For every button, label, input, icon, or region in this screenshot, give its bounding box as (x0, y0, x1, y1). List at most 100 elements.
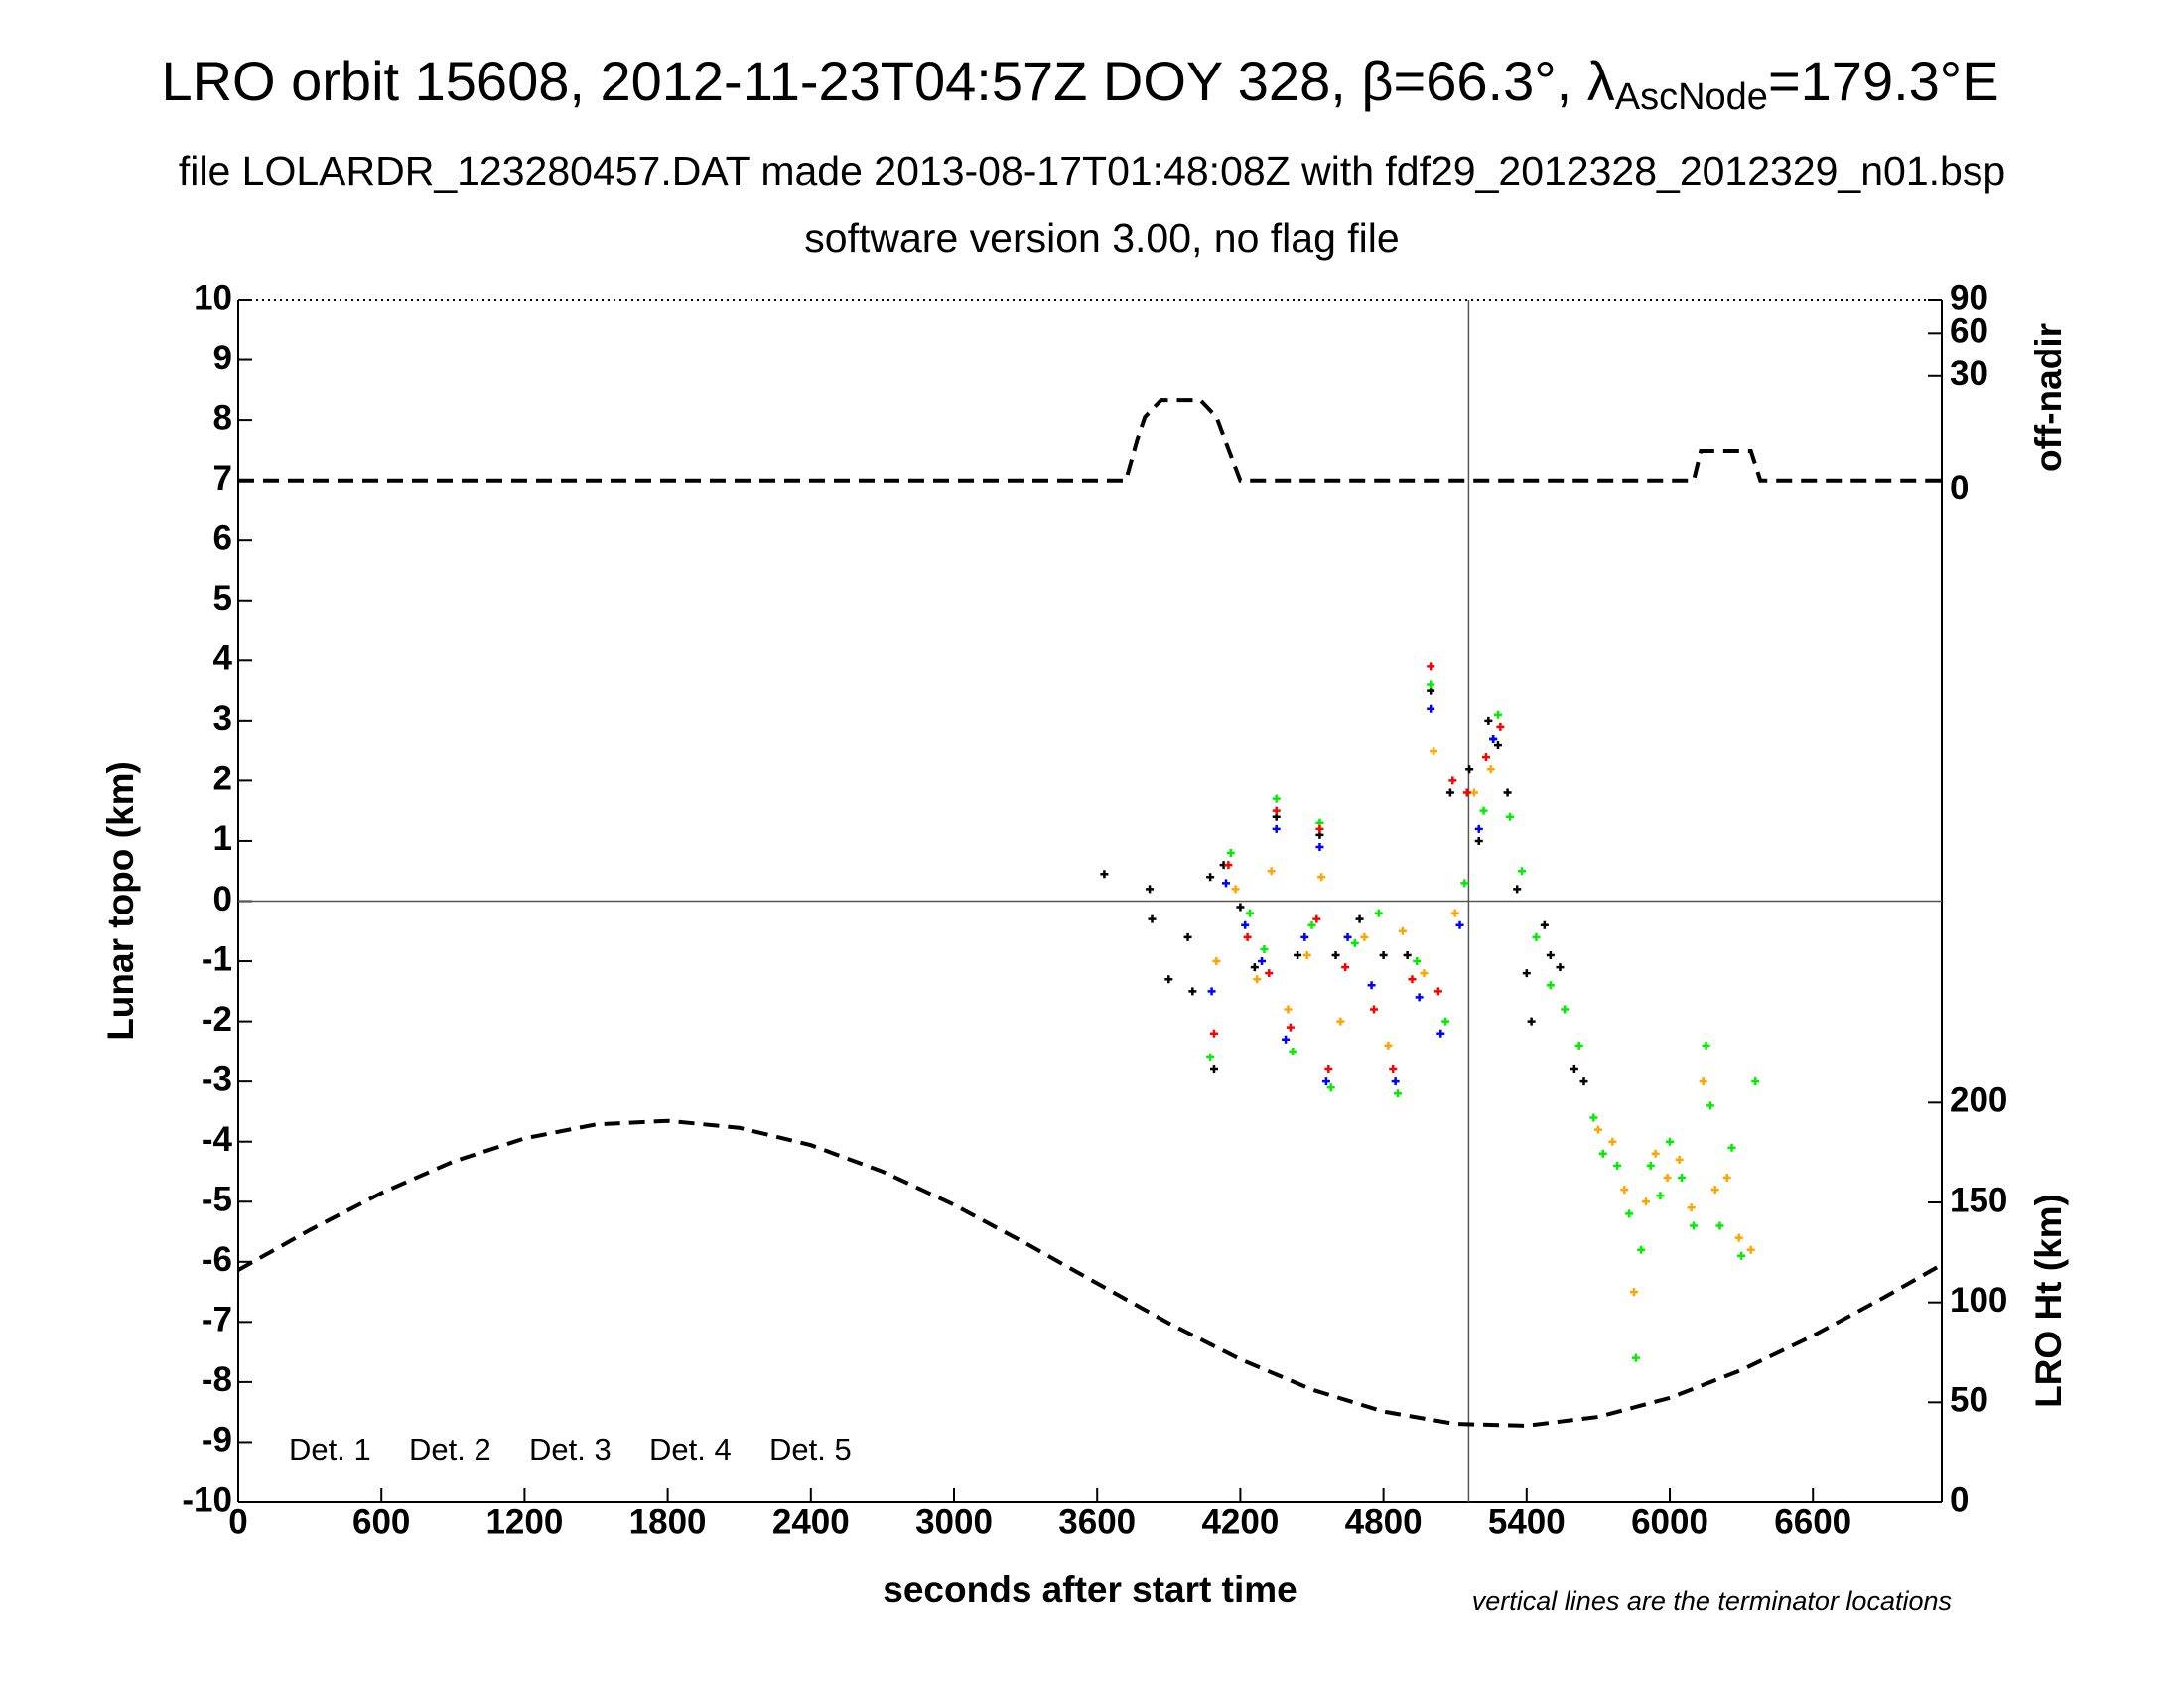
point (1486, 765, 1495, 774)
point (1302, 950, 1311, 959)
point (1370, 1005, 1378, 1014)
point (1450, 909, 1459, 917)
point (1341, 963, 1350, 972)
point (1690, 1221, 1699, 1230)
point (1226, 849, 1235, 858)
y3-tick-label: 100 (1950, 1281, 2007, 1320)
point (1148, 914, 1157, 923)
title-main: LRO orbit 15608, 2012-11-23T04:57Z DOY 3… (161, 50, 1614, 112)
point (1646, 1161, 1655, 1170)
point (1629, 1288, 1638, 1297)
series-points (1206, 680, 1760, 1362)
point (1527, 1017, 1536, 1026)
point (1243, 932, 1252, 941)
x-tick-label: 600 (352, 1502, 410, 1541)
y2-axis-label: off-nadir (2028, 323, 2069, 472)
point (1427, 704, 1435, 713)
point (1556, 963, 1565, 972)
point (1751, 1077, 1760, 1086)
point (1183, 932, 1192, 941)
y-tick-label: -3 (202, 1059, 232, 1098)
y-tick-label: 3 (213, 699, 232, 738)
note: vertical lines are the terminator locati… (1472, 1586, 1952, 1616)
point (1307, 920, 1316, 929)
y-tick-label: 7 (213, 459, 232, 497)
point (1687, 1203, 1696, 1212)
point (1651, 1149, 1660, 1158)
point (1445, 788, 1454, 797)
y-tick-label: 0 (213, 880, 232, 918)
point (1391, 1077, 1400, 1086)
point (1360, 932, 1369, 941)
point (1236, 903, 1245, 912)
point (1699, 1077, 1707, 1086)
point (1496, 722, 1505, 731)
point (1737, 1251, 1746, 1260)
point (1331, 950, 1340, 959)
point (1593, 1125, 1602, 1134)
y3-axis-label: LRO Ht (km) (2028, 1194, 2069, 1408)
point (1427, 662, 1435, 671)
point (1146, 885, 1155, 894)
point (1540, 920, 1549, 929)
point (1574, 1041, 1583, 1050)
point (1250, 963, 1259, 972)
point (1469, 788, 1478, 797)
x-tick-label: 0 (228, 1502, 247, 1541)
x-tick-label: 3600 (1058, 1502, 1136, 1541)
point (1265, 969, 1274, 978)
x-tick-label: 5400 (1488, 1502, 1566, 1541)
point (1343, 932, 1352, 941)
point (1427, 680, 1435, 689)
point (1384, 1041, 1393, 1050)
y-tick-label: 6 (213, 518, 232, 557)
point (1312, 914, 1321, 923)
point (1608, 1137, 1617, 1146)
point (1224, 861, 1233, 870)
point (1503, 788, 1512, 797)
point (1206, 873, 1215, 882)
y2-tick-label: 0 (1950, 469, 1969, 507)
point (1100, 870, 1109, 879)
chart-title: LRO orbit 15608, 2012-11-23T04:57Z DOY 3… (161, 50, 1998, 118)
point (1546, 950, 1555, 959)
point (1433, 987, 1442, 996)
point (1267, 867, 1276, 876)
point (1231, 885, 1240, 894)
legend-label: Det. 4 (649, 1432, 732, 1467)
x-tick-label: 6600 (1774, 1502, 1851, 1541)
point (1489, 735, 1498, 744)
x-tick-label: 3000 (915, 1502, 993, 1541)
subtitle: software version 3.00, no flag file (804, 215, 1399, 261)
point (1436, 1029, 1445, 1038)
point (1598, 1149, 1607, 1158)
point (1286, 1023, 1295, 1032)
y3-tick-label: 150 (1950, 1181, 2007, 1219)
point (1207, 987, 1216, 996)
point (1637, 1245, 1646, 1254)
y-axis-label: Lunar topo (km) (100, 761, 141, 1041)
y2-tick-label: 30 (1950, 354, 1988, 393)
point (1734, 1233, 1743, 1242)
point (1221, 879, 1230, 888)
series-points (1209, 662, 1505, 1074)
x-tick-label: 1200 (485, 1502, 563, 1541)
point (1272, 824, 1281, 833)
point (1710, 1186, 1719, 1195)
point (1513, 885, 1522, 894)
point (1258, 957, 1267, 966)
point (1350, 938, 1359, 947)
point (1448, 776, 1457, 785)
point (1294, 950, 1302, 959)
point (1462, 788, 1471, 797)
point (1212, 957, 1221, 966)
point (1474, 824, 1483, 833)
point (1675, 1155, 1684, 1164)
point (1398, 926, 1407, 935)
point (1479, 806, 1488, 815)
y-tick-label: -8 (202, 1360, 232, 1399)
series-points (1207, 704, 1498, 1086)
y3-tick-label: 50 (1950, 1381, 1988, 1420)
point (1209, 1029, 1218, 1038)
